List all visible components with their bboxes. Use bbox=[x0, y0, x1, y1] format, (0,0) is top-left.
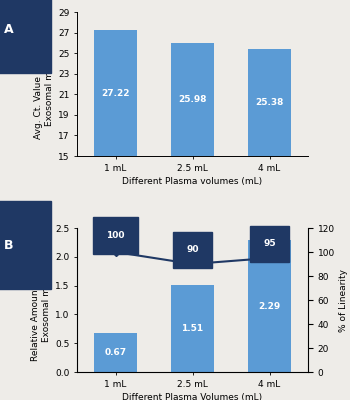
Y-axis label: Avg. Ct. Value of Plasma
Exosomal miR-26a: Avg. Ct. Value of Plasma Exosomal miR-26… bbox=[34, 29, 54, 139]
Bar bbox=[94, 334, 136, 372]
Y-axis label: Relative Amount of Plasma
Exosomal miR-26a: Relative Amount of Plasma Exosomal miR-2… bbox=[32, 239, 51, 361]
X-axis label: Different Plasma Volumes (mL): Different Plasma Volumes (mL) bbox=[122, 393, 262, 400]
Text: 0.67: 0.67 bbox=[104, 348, 127, 357]
Text: 95: 95 bbox=[263, 239, 276, 248]
Bar bbox=[172, 43, 214, 156]
Text: 1.51: 1.51 bbox=[181, 324, 204, 333]
Y-axis label: % of Linearity: % of Linearity bbox=[339, 268, 348, 332]
Text: 25.38: 25.38 bbox=[255, 98, 284, 107]
Bar bbox=[172, 285, 214, 372]
Text: B: B bbox=[4, 239, 14, 252]
Text: 25.98: 25.98 bbox=[178, 95, 207, 104]
Text: 100: 100 bbox=[106, 231, 125, 240]
Bar bbox=[94, 30, 136, 156]
X-axis label: Different Plasma volumes (mL): Different Plasma volumes (mL) bbox=[122, 177, 262, 186]
Text: 2.29: 2.29 bbox=[258, 302, 281, 310]
Text: A: A bbox=[4, 23, 14, 36]
Bar bbox=[248, 49, 291, 156]
Bar bbox=[248, 240, 291, 372]
Text: 90: 90 bbox=[186, 246, 199, 254]
Text: 27.22: 27.22 bbox=[101, 89, 130, 98]
